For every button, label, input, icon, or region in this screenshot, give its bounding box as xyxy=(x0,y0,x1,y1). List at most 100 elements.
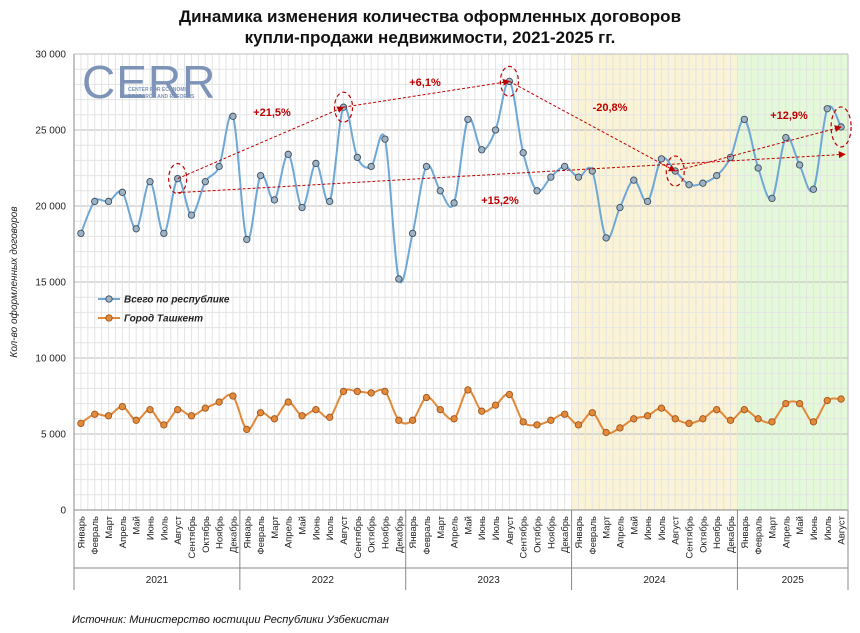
x-tick-label: Октябрь xyxy=(698,516,709,553)
x-tick-label: Август xyxy=(173,515,184,544)
annotation-arrow xyxy=(177,106,345,180)
data-point-republic xyxy=(201,178,209,186)
x-tick-label: Март xyxy=(270,515,281,538)
x-tick-label: Март xyxy=(104,515,115,538)
data-point-tashkent xyxy=(132,416,140,424)
data-point-tashkent xyxy=(505,390,514,399)
x-tick-label: Март xyxy=(436,515,447,538)
data-point-republic xyxy=(809,185,818,193)
y-tick-label: 10 000 xyxy=(35,354,66,365)
x-tick-label: Июль xyxy=(325,516,336,540)
data-point-tashkent xyxy=(367,389,375,397)
data-point-tashkent xyxy=(478,407,486,415)
data-point-republic xyxy=(326,197,334,206)
data-point-republic xyxy=(561,162,569,171)
x-tick-label: Февраль xyxy=(90,516,101,555)
data-point-tashkent xyxy=(381,387,389,396)
annotation-ellipse xyxy=(499,65,519,97)
annotation-ellipse xyxy=(830,106,852,148)
data-point-republic xyxy=(270,196,279,204)
data-point-tashkent xyxy=(616,424,624,432)
cerr-logo: CERR CENTER FOR ECONOMIC RESEARCH AND RE… xyxy=(82,56,216,108)
data-point-republic xyxy=(533,187,541,195)
data-point-republic xyxy=(77,229,85,238)
x-tick-label: Октябрь xyxy=(533,516,544,553)
data-point-republic xyxy=(408,229,417,238)
x-tick-label: Январь xyxy=(242,516,253,549)
x-tick-label: Май xyxy=(795,516,806,535)
data-point-tashkent xyxy=(782,399,790,408)
x-tick-label: Июль xyxy=(491,516,502,540)
x-tick-label: Май xyxy=(132,516,143,535)
x-tick-label: Июнь xyxy=(146,516,157,540)
source-note: Источник: Министерство юстиции Республик… xyxy=(72,614,389,626)
data-point-republic xyxy=(243,235,251,244)
x-tick-label: Декабрь xyxy=(560,516,571,553)
data-point-republic xyxy=(782,133,790,142)
x-tick-label: Сентябрь xyxy=(685,516,696,559)
data-point-tashkent xyxy=(339,387,348,396)
data-point-republic xyxy=(464,115,472,124)
data-point-republic xyxy=(602,234,610,242)
data-point-republic xyxy=(713,171,721,180)
x-tick-label: Ноябрь xyxy=(215,516,226,549)
logo-text: CERR xyxy=(82,56,216,108)
data-point-republic xyxy=(616,203,624,212)
data-point-republic xyxy=(146,178,154,186)
data-point-tashkent xyxy=(187,412,196,420)
data-point-tashkent xyxy=(395,416,403,424)
legend-item-republic: Всего по республике xyxy=(98,294,230,306)
logo-subtitle-2: RESEARCH AND REFORMS xyxy=(128,94,195,100)
series-republic xyxy=(77,77,845,284)
data-point-republic xyxy=(353,153,361,162)
x-tick-label: Февраль xyxy=(588,516,599,555)
chart-title-line-2: купли-продажи недвижимости, 2021-2025 гг… xyxy=(244,28,616,47)
data-point-republic xyxy=(284,150,292,158)
annotation-label: +15,2% xyxy=(481,195,519,207)
data-point-tashkent xyxy=(602,428,610,437)
x-tick-label: Август xyxy=(671,515,682,544)
data-point-tashkent xyxy=(823,396,831,405)
data-point-tashkent xyxy=(229,392,237,400)
data-point-tashkent xyxy=(215,398,223,406)
x-tick-label: Март xyxy=(767,515,778,538)
data-point-republic xyxy=(298,203,306,212)
year-label: 2023 xyxy=(478,575,501,586)
data-point-tashkent xyxy=(768,418,776,426)
data-point-republic xyxy=(588,167,596,175)
x-tick-label: Май xyxy=(298,516,309,535)
legend-label: Всего по республике xyxy=(124,294,230,306)
data-point-tashkent xyxy=(436,406,444,414)
x-tick-label: Январь xyxy=(740,516,751,549)
data-point-tashkent xyxy=(174,406,182,414)
annotation-ellipse xyxy=(333,91,354,123)
data-point-republic xyxy=(215,162,223,171)
data-point-republic xyxy=(519,149,527,157)
x-tick-label: Апрель xyxy=(118,516,129,548)
data-point-tashkent xyxy=(533,421,541,429)
x-tick-label: Май xyxy=(463,516,474,535)
data-point-tashkent xyxy=(561,410,569,418)
data-point-republic xyxy=(643,197,652,206)
x-tick-label: Октябрь xyxy=(201,516,212,553)
x-tick-label: Апрель xyxy=(615,516,626,548)
y-tick-label: 0 xyxy=(60,506,66,517)
annotation-arrow xyxy=(509,80,676,172)
year-label: 2025 xyxy=(782,575,805,586)
data-point-tashkent xyxy=(685,419,693,428)
x-tick-label: Январь xyxy=(76,516,87,549)
y-tick-label: 25 000 xyxy=(35,126,66,137)
data-point-tashkent xyxy=(284,398,292,406)
annotation-label: +6,1% xyxy=(409,77,441,89)
data-point-republic xyxy=(547,173,555,181)
data-point-republic xyxy=(187,211,196,219)
data-point-republic xyxy=(256,171,265,180)
data-point-republic xyxy=(823,105,831,113)
data-point-republic xyxy=(740,115,748,124)
data-point-tashkent xyxy=(740,406,748,414)
year-label: 2022 xyxy=(312,575,335,586)
data-point-republic xyxy=(699,179,707,187)
legend-swatch-marker xyxy=(105,295,113,303)
chart-title-line-1: Динамика изменения количества оформленны… xyxy=(178,7,682,26)
data-point-republic xyxy=(229,112,237,120)
